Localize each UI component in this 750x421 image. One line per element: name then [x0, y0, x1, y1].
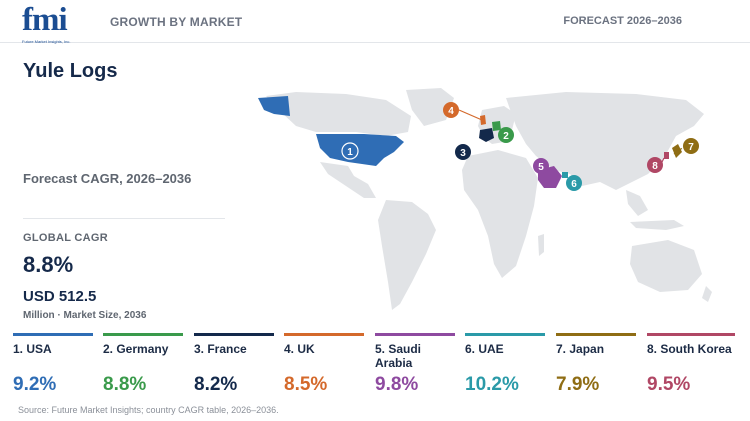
- marker-3-label: 3: [460, 148, 466, 159]
- card-accent-bar: [103, 333, 183, 336]
- marker-4-dot: [443, 102, 459, 118]
- forecast-label: FORECAST 2026–2036: [563, 15, 682, 27]
- landmass-canada: [266, 92, 411, 136]
- landmass-new-zealand: [702, 286, 712, 302]
- marker-6-dot: [566, 175, 582, 191]
- leader-line-uk: [458, 109, 483, 121]
- map-markers: 1 2 3 4 5 6 7 8: [341, 102, 699, 191]
- marker-7-dot: [683, 138, 699, 154]
- country-cagr: 7.9%: [556, 374, 600, 395]
- world-map: 1 2 3 4 5 6 7 8: [258, 88, 712, 310]
- marker-1-dot: [341, 142, 359, 160]
- marker-2-label: 2: [503, 131, 509, 142]
- country-cagr: 9.8%: [375, 374, 419, 395]
- country-cagr-cards: 1. USA 9.2% 2. Germany 8.8% 3. France 8.…: [13, 333, 747, 403]
- country-cagr: 8.8%: [103, 374, 147, 395]
- card-accent-bar: [375, 333, 455, 336]
- country-cagr: 9.2%: [13, 374, 57, 395]
- landmass-madagascar: [538, 234, 544, 256]
- marker-8[interactable]: 8: [647, 157, 663, 173]
- landmass-australia: [630, 240, 702, 292]
- country-france: [479, 128, 494, 142]
- country-cagr: 8.2%: [194, 374, 238, 395]
- marker-3-dot: [455, 144, 471, 160]
- market-size-value: USD 512.5: [23, 288, 97, 305]
- fmi-logo[interactable]: fmi Future Market Insights, Inc.: [22, 2, 92, 44]
- country-card-japan[interactable]: 7. Japan 7.9%: [556, 333, 636, 403]
- landmass-indonesia: [630, 220, 684, 230]
- divider: [23, 218, 225, 219]
- country-card-south-korea[interactable]: 8. South Korea 9.5%: [647, 333, 747, 403]
- marker-5[interactable]: 5: [533, 158, 549, 174]
- country-name: 2. Germany: [103, 342, 169, 356]
- marker-8-label: 8: [652, 161, 658, 172]
- country-name: 4. UK: [284, 342, 315, 356]
- country-name: 6. UAE: [465, 342, 504, 356]
- marker-2-dot: [498, 127, 514, 143]
- marker-4-label: 4: [448, 106, 454, 117]
- country-cagr: 10.2%: [465, 374, 519, 395]
- marker-7[interactable]: 7: [683, 138, 699, 154]
- marker-6[interactable]: 6: [566, 175, 582, 191]
- card-accent-bar: [194, 333, 274, 336]
- country-name: 3. France: [194, 342, 247, 356]
- country-uk: [480, 115, 486, 125]
- country-cagr: 9.5%: [647, 374, 691, 395]
- header-bar: fmi Future Market Insights, Inc. GROWTH …: [0, 0, 750, 44]
- marker-2[interactable]: 2: [498, 127, 514, 143]
- market-size-caption: Million · Market Size, 2036: [23, 310, 147, 321]
- country-card-france[interactable]: 3. France 8.2%: [194, 333, 274, 403]
- landmass-greenland: [406, 88, 454, 126]
- country-germany: [492, 121, 501, 131]
- card-accent-bar: [465, 333, 545, 336]
- marker-4[interactable]: 4: [443, 102, 459, 118]
- logo-tagline: Future Market Insights, Inc.: [22, 39, 71, 44]
- card-accent-bar: [647, 333, 735, 336]
- card-accent-bar: [556, 333, 636, 336]
- country-south-korea: [664, 152, 669, 159]
- marker-5-label: 5: [538, 162, 544, 173]
- marker-6-label: 6: [571, 179, 577, 190]
- country-cagr: 8.5%: [284, 374, 328, 395]
- landmass-mexico: [320, 162, 376, 198]
- marker-1-label: 1: [347, 147, 353, 158]
- card-accent-bar: [13, 333, 93, 336]
- forecast-subtitle: Forecast CAGR, 2026–2036: [23, 171, 192, 186]
- country-card-saudi-arabia[interactable]: 5. Saudi Arabia 9.8%: [375, 333, 455, 403]
- country-card-uae[interactable]: 6. UAE 10.2%: [465, 333, 545, 403]
- country-usa: [316, 134, 404, 166]
- country-card-usa[interactable]: 1. USA 9.2%: [13, 333, 93, 403]
- logo-wordmark: fmi: [22, 2, 68, 38]
- section-label: GROWTH BY MARKET: [110, 15, 243, 29]
- country-name: 7. Japan: [556, 342, 605, 356]
- highlighted-countries: [258, 96, 682, 188]
- country-name: 5. Saudi Arabia: [375, 342, 422, 370]
- landmass-south-america: [378, 200, 436, 310]
- global-cagr-label: GLOBAL CAGR: [23, 232, 108, 244]
- marker-3[interactable]: 3: [455, 144, 471, 160]
- marker-8-dot: [647, 157, 663, 173]
- landmass-southeast-asia: [626, 190, 648, 216]
- country-card-uk[interactable]: 4. UK 8.5%: [284, 333, 364, 403]
- marker-7-label: 7: [688, 142, 694, 153]
- country-name: 8. South Korea: [647, 342, 732, 356]
- marker-5-dot: [533, 158, 549, 174]
- page-title: Yule Logs: [23, 60, 118, 82]
- marker-1[interactable]: 1: [341, 142, 359, 160]
- landmass-africa: [462, 150, 538, 278]
- country-uae: [562, 172, 568, 178]
- land-masses: [266, 88, 712, 310]
- global-cagr-value: 8.8%: [23, 252, 74, 277]
- card-accent-bar: [284, 333, 364, 336]
- country-japan: [672, 144, 682, 158]
- country-usa-alaska: [258, 96, 290, 116]
- country-card-germany[interactable]: 2. Germany 8.8%: [103, 333, 183, 403]
- source-note: Source: Future Market Insights; country …: [18, 405, 279, 415]
- country-name: 1. USA: [13, 342, 52, 356]
